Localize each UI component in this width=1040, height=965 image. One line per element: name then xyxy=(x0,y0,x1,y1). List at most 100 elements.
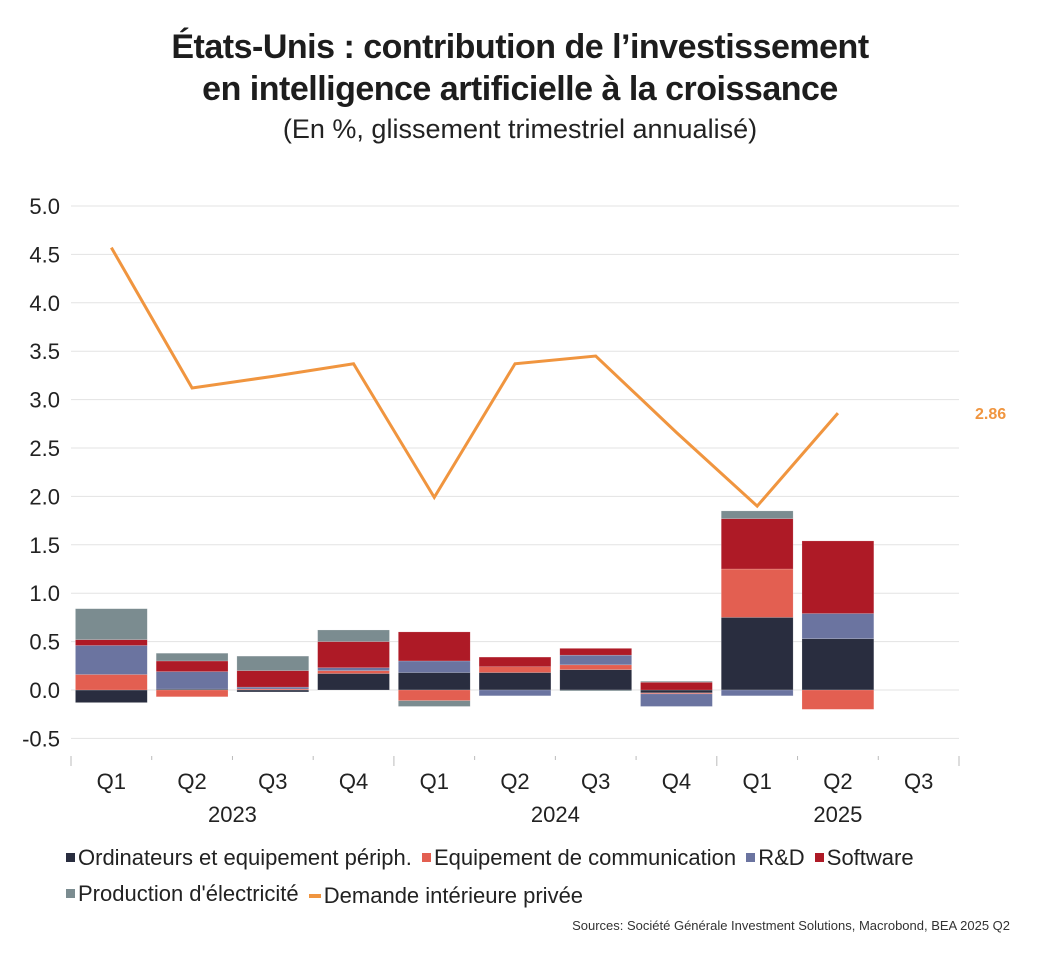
bar-segment xyxy=(559,654,632,666)
x-year-label: 2025 xyxy=(813,802,862,827)
y-tick-label: 4.5 xyxy=(29,242,60,267)
bar-segment xyxy=(236,689,309,693)
y-tick-label: 1.5 xyxy=(29,533,60,558)
bar-segment xyxy=(398,689,471,701)
y-tick-label: 2.5 xyxy=(29,436,60,461)
bar-segment xyxy=(559,669,632,691)
y-tick-label: 5.0 xyxy=(29,194,60,219)
chart-subtitle: (En %, glissement trimestriel annualisé) xyxy=(282,114,758,144)
legend-swatch-ordinateurs xyxy=(66,853,75,862)
chart-title-line-1: États-Unis : contribution de l’investiss… xyxy=(171,28,869,66)
chart-title-line-2: en intelligence artificielle à la croiss… xyxy=(202,70,838,108)
last-value-label: 2.86 xyxy=(975,406,1006,423)
legend-item-ordinateurs[interactable]: Ordinateurs et equipement périph. xyxy=(66,845,412,871)
legend-swatch-software xyxy=(814,853,824,862)
bar-segment xyxy=(317,641,390,668)
line-demande-interieure xyxy=(110,246,840,509)
bar-segment xyxy=(155,671,229,690)
line-series: 2.86 xyxy=(110,246,1006,509)
bar-segment xyxy=(478,672,552,691)
y-tick-label: -0.5 xyxy=(22,726,60,751)
y-axis-ticks: 5.0 4.5 4.0 3.5 3.0 2.5 2.0 1.5 1.0 0.5 0.0 -0.5 xyxy=(22,194,60,751)
y-tick-label: 2.0 xyxy=(29,484,60,509)
bar-segment xyxy=(640,693,713,707)
bar-segment xyxy=(75,645,148,675)
x-tick-label: Q2 xyxy=(500,769,529,794)
x-tick-label: Q1 xyxy=(743,769,772,794)
legend-item-communication[interactable]: Equipement de communication xyxy=(422,845,736,871)
legend-label: Production d'électricité xyxy=(78,880,299,906)
gridlines xyxy=(71,205,959,739)
bar-segment xyxy=(559,664,632,670)
bar-segment xyxy=(75,608,148,640)
bar-segment xyxy=(398,700,471,707)
y-tick-label: 4.0 xyxy=(29,291,60,316)
legend-label: Ordinateurs et equipement périph. xyxy=(78,844,412,870)
stacked-bars xyxy=(75,510,875,710)
y-tick-label: 0.5 xyxy=(29,630,60,655)
bar-segment xyxy=(559,689,632,692)
bar-segment xyxy=(236,670,309,688)
bar-segment xyxy=(801,613,875,639)
bar-segment xyxy=(155,652,229,662)
bar-segment xyxy=(640,682,713,691)
x-year-label: 2024 xyxy=(531,802,580,827)
x-tick-label: Q4 xyxy=(339,769,368,794)
bar-segment xyxy=(398,631,471,662)
x-year-label: 2023 xyxy=(208,802,257,827)
x-tick-label: Q3 xyxy=(904,769,933,794)
bar-segment xyxy=(478,689,552,697)
bar-segment xyxy=(155,660,229,672)
bar-segment xyxy=(317,667,390,671)
legend-item-demande[interactable]: Demande intérieure privée xyxy=(308,883,584,909)
y-tick-label: 3.5 xyxy=(29,339,60,364)
legend-label: Demande intérieure privée xyxy=(323,883,584,908)
x-tick-label: Q3 xyxy=(581,769,610,794)
legend-swatch-demande-line xyxy=(308,894,321,898)
bar-segment xyxy=(721,510,794,519)
y-tick-label: 1.0 xyxy=(29,581,60,606)
x-tick-label: Q1 xyxy=(97,769,126,794)
x-tick-label: Q4 xyxy=(662,769,691,794)
legend-label: Software xyxy=(826,844,914,870)
bar-segment xyxy=(721,689,794,697)
y-tick-label: 3.0 xyxy=(29,388,60,413)
bar-segment xyxy=(317,670,390,674)
legend-item-rd[interactable]: R&D xyxy=(746,844,805,871)
bar-segment xyxy=(640,689,713,694)
x-tick-label: Q2 xyxy=(177,769,206,794)
legend-swatch-electricite xyxy=(66,889,75,898)
bar-segment xyxy=(559,648,632,656)
bar-segment xyxy=(721,568,794,618)
bar-segment xyxy=(236,655,309,671)
bar-segment xyxy=(478,656,552,668)
legend-row-2: Production d'électricité Demande intérie… xyxy=(66,878,587,909)
bar-segment xyxy=(317,629,390,642)
legend-label: R&D xyxy=(758,844,805,870)
bar-segment xyxy=(75,674,148,691)
bar-segment xyxy=(75,639,148,646)
legend-item-software[interactable]: Software xyxy=(814,844,914,871)
chart-area: 5.0 4.5 4.0 3.5 3.0 2.5 2.0 1.5 1.0 0.5 0.0 -0.5 Q1… xyxy=(22,194,1006,827)
legend-item-electricite[interactable]: Production d'électricité xyxy=(66,881,299,907)
bar-segment xyxy=(155,689,229,698)
y-tick-label: 0.0 xyxy=(29,678,60,703)
bar-segment xyxy=(721,617,794,691)
legend-label: Equipement de communication xyxy=(434,844,737,870)
sources-note: Sources: Société Générale Investment Sol… xyxy=(572,918,1010,933)
legend-row-1: Ordinateurs et equipement périph. Equipe… xyxy=(66,842,918,871)
bar-segment xyxy=(236,686,309,690)
bar-segment xyxy=(801,689,875,710)
bar-segment xyxy=(721,518,794,570)
x-tick-label: Q1 xyxy=(420,769,449,794)
bar-segment xyxy=(640,681,713,683)
x-tick-label: Q2 xyxy=(823,769,852,794)
bar-segment xyxy=(801,638,875,691)
bar-segment xyxy=(317,673,390,691)
bar-segment xyxy=(398,672,471,691)
x-tick-label: Q3 xyxy=(258,769,287,794)
bar-segment xyxy=(398,660,471,673)
bar-segment xyxy=(75,689,148,703)
legend-swatch-rd xyxy=(746,853,756,862)
